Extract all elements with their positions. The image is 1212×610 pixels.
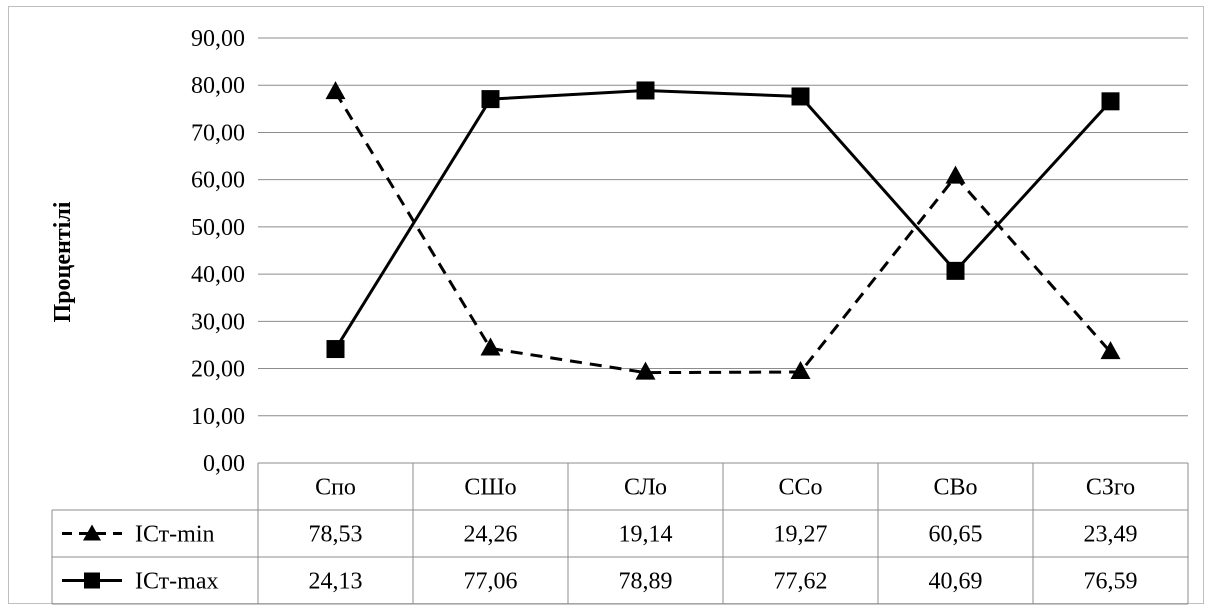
table-value: 19,14 [619, 522, 673, 548]
category-label: СЗго [1086, 475, 1135, 501]
category-label: СШо [464, 475, 516, 501]
y-tick-label: 60,00 [191, 168, 245, 194]
y-tick-label: 10,00 [191, 404, 245, 430]
table-value: 40,69 [929, 569, 983, 595]
data-point-square [481, 90, 500, 109]
data-point-square [791, 87, 810, 106]
legend-marker-square [84, 572, 100, 589]
y-tick-label: 80,00 [191, 73, 245, 99]
table-value: 24,26 [464, 522, 518, 548]
data-point-square [1101, 92, 1120, 111]
table-value: 60,65 [929, 522, 983, 548]
data-table: Спо СШо СЛо ССо СВо СЗго ІСт-min 78,53 24,26 19,1… [51, 462, 1189, 605]
table-value: 77,06 [464, 569, 518, 595]
table-value: 78,89 [619, 569, 673, 595]
y-tick-label: 90,00 [191, 26, 245, 52]
category-label: СВо [933, 475, 977, 501]
data-point-square [326, 340, 345, 359]
table-value: 76,59 [1084, 569, 1138, 595]
series-line [334, 88, 1112, 350]
y-tick-label: 70,00 [191, 120, 245, 146]
data-point-triangle [790, 361, 811, 380]
data-point-triangle [325, 81, 346, 100]
category-label: ССо [778, 475, 822, 501]
data-point-triangle [945, 165, 966, 184]
y-tick-labels: 0,00 10,00 20,00 30,00 40,00 50,00 60,00 70,00 8… [191, 26, 245, 477]
table-value: 77,62 [774, 569, 828, 595]
series-line [334, 91, 1112, 375]
y-tick-label: 30,00 [191, 309, 245, 335]
data-point-triangle [635, 361, 656, 380]
y-tick-label: 50,00 [191, 215, 245, 241]
y-tick-label: 40,00 [191, 262, 245, 288]
data-point-triangle [480, 337, 501, 356]
data-point-square [946, 261, 965, 280]
data-point-square [636, 81, 655, 100]
table-value: 78,53 [309, 522, 363, 548]
legend-marker-triangle [83, 524, 101, 541]
chart-frame [8, 6, 1204, 604]
table-value: 19,27 [774, 522, 828, 548]
category-label: Спо [315, 475, 356, 501]
series-layer [325, 81, 1121, 380]
y-tick-label: 20,00 [191, 357, 245, 383]
category-label: СЛо [624, 475, 667, 501]
y-tick-label: 0,00 [203, 451, 245, 477]
legend-label: ІСт-max [135, 569, 218, 595]
table-value: 24,13 [309, 569, 363, 595]
data-point-triangle [1100, 341, 1121, 360]
legend-label: ІСт-min [135, 522, 215, 548]
y-axis-label: Процентілі [50, 201, 76, 322]
table-value: 23,49 [1084, 522, 1138, 548]
